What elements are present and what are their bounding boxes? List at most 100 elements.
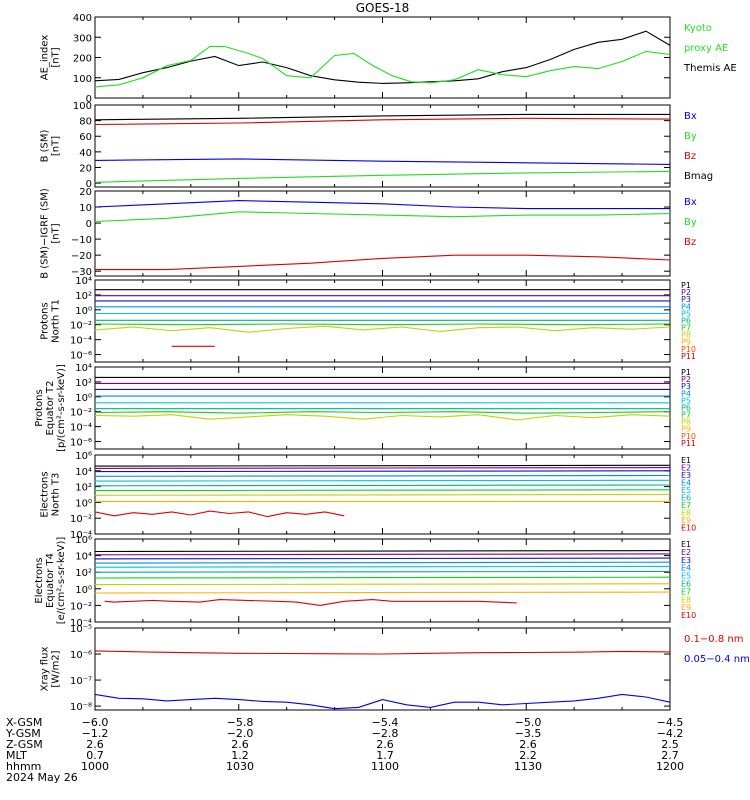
bsm-ylabel: B (SM) bbox=[40, 129, 51, 162]
ent3-ytick-label: 10⁻⁴ bbox=[70, 530, 92, 541]
pnt1-ylabel: Protons bbox=[40, 302, 51, 339]
bsm-legend-item: Bmag bbox=[684, 171, 713, 182]
eet4-legend-item: E6 bbox=[681, 580, 691, 589]
pnt1-ytick-label: 10⁻⁴ bbox=[70, 336, 92, 347]
footer-value: −1.2 bbox=[81, 727, 109, 740]
pet2-ytick-label: 10⁰ bbox=[75, 393, 92, 404]
xray-ylabel: [W/m2] bbox=[51, 650, 62, 687]
ent3-legend-item: E3 bbox=[681, 471, 691, 480]
xray-ytick-label: 10⁻⁶ bbox=[70, 650, 92, 661]
ae-frame bbox=[94, 16, 671, 99]
pnt1-legend-item: P3 bbox=[681, 295, 691, 304]
pnt1-series-p7 bbox=[94, 323, 671, 326]
pet2-legend-item: P3 bbox=[681, 382, 691, 391]
bsm-ytick-label: 40 bbox=[79, 148, 92, 159]
pet2-legend-item: P8 bbox=[681, 418, 691, 427]
pet2-ytick-label: 10⁻⁴ bbox=[70, 423, 92, 434]
footer-value: 1.7 bbox=[376, 749, 394, 762]
footer-value: −2.8 bbox=[371, 727, 399, 740]
footer-row-label: Z-GSM bbox=[6, 738, 43, 751]
pnt1-legend-item: P2 bbox=[681, 288, 691, 297]
pnt1-ytick-label: 10² bbox=[75, 291, 92, 302]
ent3-legend-item: E5 bbox=[681, 486, 691, 495]
bigrf-ytick-label: −20 bbox=[71, 251, 92, 262]
xray-ytick-label: 10⁻⁷ bbox=[70, 676, 92, 687]
ent3-ytick-label: 10⁰ bbox=[75, 498, 92, 509]
footer-value: 2.5 bbox=[661, 738, 679, 751]
xray-series-0-05-0-4-nm bbox=[94, 693, 671, 710]
pnt1-legend-item: P7 bbox=[681, 324, 691, 333]
ae-legend-item: Kyoto bbox=[684, 23, 712, 34]
chart-title: GOES-18 bbox=[356, 1, 410, 15]
bigrf-ytick-label: 10 bbox=[79, 203, 92, 214]
eet4-series-e3 bbox=[94, 557, 671, 560]
bsm-ytick-label: 60 bbox=[79, 132, 92, 143]
ae-series-kyoto-proxy-ae bbox=[94, 45, 671, 88]
eet4-legend-item: E8 bbox=[681, 595, 691, 604]
eet4-legend-item: E10 bbox=[681, 611, 696, 620]
pet2-series-p7 bbox=[94, 411, 671, 414]
ae-ytick-label: 0 bbox=[86, 94, 92, 105]
eet4-ylabel: Electrons bbox=[34, 557, 45, 603]
pnt1-legend-item: P9 bbox=[681, 338, 691, 347]
ent3-series-e4 bbox=[94, 474, 671, 477]
eet4-series-e4 bbox=[94, 561, 671, 564]
footer-value: −5.4 bbox=[371, 716, 399, 729]
ae-ytick-label: 400 bbox=[73, 13, 92, 24]
ent3-ylabel: North T3 bbox=[51, 473, 62, 517]
footer-value: −4.5 bbox=[656, 716, 684, 729]
ent3-series-e10 bbox=[94, 510, 345, 518]
eet4-ytick-label: 10⁻⁴ bbox=[70, 618, 92, 629]
bigrf-ytick-label: 20 bbox=[79, 187, 92, 198]
pet2-legend-item: P4 bbox=[681, 389, 691, 398]
ent3-legend-item: E10 bbox=[681, 524, 696, 533]
pet2-ytick-label: 10² bbox=[75, 378, 92, 389]
footer-value: 1030 bbox=[226, 760, 254, 773]
ent3-series-e2 bbox=[94, 467, 671, 469]
ent3-legend-item: E2 bbox=[681, 464, 691, 473]
ent3-legend-item: E4 bbox=[681, 479, 691, 488]
xray-ylabel: Xray flux bbox=[40, 647, 51, 692]
ae-series-themis-ae bbox=[94, 30, 671, 84]
eet4-legend-item: E5 bbox=[681, 572, 691, 581]
ent3-series-e3 bbox=[94, 470, 671, 473]
ent3-legend-item: E7 bbox=[681, 501, 691, 510]
footer-value: 2.6 bbox=[86, 738, 104, 751]
ent3-ytick-label: 10² bbox=[75, 483, 92, 494]
bigrf-legend-item: By bbox=[684, 217, 697, 228]
bigrf-legend-item: Bx bbox=[684, 197, 697, 208]
pnt1-ytick-label: 10⁻⁶ bbox=[70, 351, 92, 362]
footer-value: 2.6 bbox=[519, 738, 537, 751]
ent3-series-e6 bbox=[94, 484, 671, 487]
bsm-ytick-label: 80 bbox=[79, 117, 92, 128]
footer-value: −3.5 bbox=[514, 727, 542, 740]
eet4-ylabel: Equator T4 bbox=[45, 553, 56, 608]
pet2-legend-item: P7 bbox=[681, 411, 691, 420]
pnt1-legend-item: P5 bbox=[681, 309, 691, 318]
ent3-ytick-label: 10⁶ bbox=[75, 451, 92, 462]
eet4-legend-item: E2 bbox=[681, 548, 691, 557]
pet2-series-p8 bbox=[94, 414, 671, 421]
bsm-legend-item: Bx bbox=[684, 111, 697, 122]
pet2-frame bbox=[94, 366, 671, 450]
pnt1-ytick-label: 10⁰ bbox=[75, 306, 92, 317]
eet4-ytick-label: 10⁴ bbox=[75, 552, 92, 563]
footer-value: 2.2 bbox=[519, 749, 537, 762]
bigrf-ytick-label: −30 bbox=[71, 267, 92, 278]
footer-value: −5.8 bbox=[226, 716, 254, 729]
ent3-series-e7 bbox=[94, 489, 671, 492]
pet2-ytick-label: 10⁻² bbox=[70, 408, 92, 419]
ent3-series-e5 bbox=[94, 479, 671, 482]
bigrf-series-bx bbox=[94, 200, 670, 210]
footer-value: 1200 bbox=[656, 760, 684, 773]
pet2-ytick-label: 10⁻⁶ bbox=[70, 438, 92, 449]
pnt1-frame bbox=[94, 279, 671, 363]
footer-value: 2.7 bbox=[661, 749, 679, 762]
bigrf-series-bz bbox=[95, 254, 671, 271]
ae-ytick-label: 300 bbox=[73, 33, 92, 44]
eet4-ytick-label: 10⁻² bbox=[70, 601, 92, 612]
pet2-ytick-label: 10⁴ bbox=[75, 363, 92, 374]
eet4-ytick-label: 10⁶ bbox=[75, 535, 92, 546]
bsm-series-bz bbox=[94, 117, 671, 126]
